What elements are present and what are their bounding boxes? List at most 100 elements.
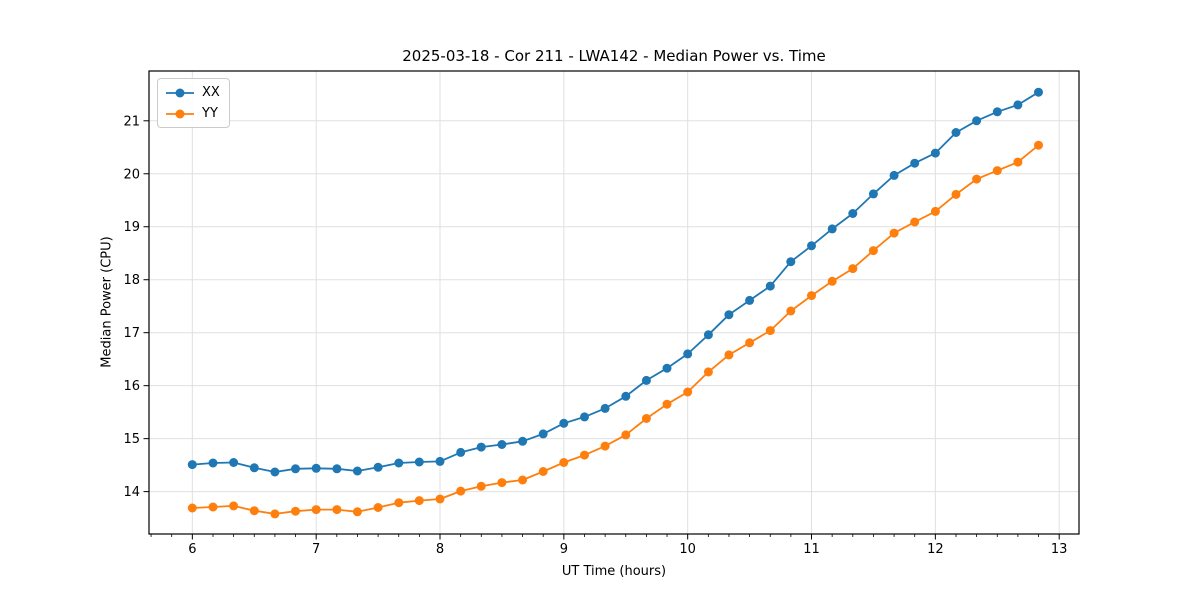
data-point-xx: [538, 429, 548, 439]
data-point-yy: [786, 306, 796, 316]
x-tick-label: 9: [560, 542, 568, 557]
data-point-xx: [765, 281, 775, 291]
data-point-yy: [538, 467, 548, 476]
data-point-xx: [518, 436, 528, 446]
data-point-xx: [683, 349, 693, 359]
data-point-xx: [786, 257, 796, 267]
data-point-yy: [621, 430, 631, 440]
legend: XX YY: [157, 78, 230, 128]
data-point-yy: [311, 505, 321, 515]
data-point-yy: [208, 502, 218, 512]
data-point-yy: [1034, 140, 1043, 150]
data-point-yy: [291, 506, 300, 516]
data-point-yy: [724, 350, 734, 360]
data-point-xx: [1034, 87, 1043, 97]
y-tick-label: 14: [123, 485, 140, 500]
data-point-yy: [394, 498, 404, 508]
data-point-yy: [827, 276, 837, 286]
data-point-xx: [456, 447, 466, 457]
data-point-xx: [662, 363, 672, 373]
data-point-xx: [497, 440, 507, 449]
y-tick-label: 20: [123, 167, 140, 182]
data-point-xx: [435, 456, 445, 466]
data-point-xx: [951, 128, 961, 137]
data-point-xx: [992, 107, 1002, 117]
data-point-yy: [497, 478, 507, 488]
data-point-xx: [291, 464, 300, 474]
data-point-xx: [352, 466, 362, 476]
data-point-xx: [641, 375, 651, 385]
y-tick-label: 19: [123, 220, 140, 235]
data-point-xx: [187, 460, 197, 470]
data-point-yy: [703, 367, 713, 377]
data-point-yy: [910, 217, 920, 227]
data-point-yy: [435, 494, 445, 504]
data-point-xx: [414, 457, 424, 467]
data-point-xx: [745, 295, 755, 305]
data-point-yy: [332, 505, 342, 515]
data-point-yy: [456, 486, 466, 496]
data-point-xx: [910, 158, 920, 168]
chart-title: 2025-03-18 - Cor 211 - LWA142 - Median P…: [402, 47, 826, 65]
data-point-yy: [270, 509, 280, 519]
data-point-xx: [373, 462, 383, 472]
data-point-yy: [765, 326, 775, 336]
y-tick-label: 16: [123, 379, 140, 394]
data-point-yy: [249, 506, 259, 516]
data-point-yy: [807, 291, 816, 301]
data-point-yy: [187, 503, 197, 513]
x-tick-label: 12: [927, 542, 944, 557]
data-point-xx: [311, 463, 321, 473]
x-tick-label: 13: [1051, 542, 1068, 557]
data-point-yy: [930, 206, 940, 216]
data-point-yy: [683, 387, 693, 397]
data-point-yy: [518, 475, 528, 485]
legend-label-xx: XX: [202, 85, 220, 100]
data-point-xx: [600, 403, 610, 413]
data-point-xx: [868, 189, 878, 199]
x-axis-label: UT Time (hours): [561, 564, 667, 579]
legend-label-yy: YY: [202, 106, 218, 121]
data-point-xx: [827, 224, 837, 234]
x-tick-label: 10: [679, 542, 696, 557]
legend-marker-xx-icon: [166, 88, 194, 97]
data-point-yy: [476, 481, 486, 491]
legend-marker-yy-icon: [166, 109, 194, 118]
legend-item-yy: YY: [165, 104, 220, 123]
data-point-xx: [703, 330, 713, 340]
x-tick-label: 6: [188, 542, 196, 557]
y-tick-label: 17: [123, 326, 140, 341]
data-point-yy: [951, 189, 961, 199]
data-point-yy: [1013, 157, 1023, 167]
data-point-yy: [745, 338, 755, 348]
x-tick-label: 7: [312, 542, 320, 557]
data-point-xx: [229, 458, 239, 467]
data-point-xx: [724, 310, 734, 320]
data-point-yy: [600, 441, 610, 451]
x-tick-label: 11: [803, 542, 820, 557]
y-tick-label: 21: [123, 114, 140, 129]
data-point-yy: [868, 246, 878, 256]
data-point-yy: [641, 414, 651, 423]
data-point-yy: [580, 450, 589, 460]
data-point-yy: [414, 496, 424, 506]
data-point-xx: [208, 458, 218, 468]
data-point-xx: [621, 391, 631, 401]
data-point-yy: [662, 399, 672, 409]
axes-border: [148, 70, 1080, 535]
series-line-xx: [191, 91, 1040, 473]
data-point-xx: [889, 170, 899, 180]
data-point-xx: [848, 209, 858, 218]
data-point-xx: [559, 418, 569, 428]
legend-item-xx: XX: [165, 83, 220, 102]
x-tick-label: 8: [436, 542, 444, 557]
data-point-yy: [373, 503, 383, 512]
data-point-yy: [559, 458, 569, 467]
series-line-yy: [191, 144, 1040, 515]
y-tick-label: 15: [123, 432, 140, 447]
data-point-xx: [580, 412, 589, 422]
data-point-xx: [270, 467, 280, 477]
data-point-xx: [394, 458, 404, 468]
